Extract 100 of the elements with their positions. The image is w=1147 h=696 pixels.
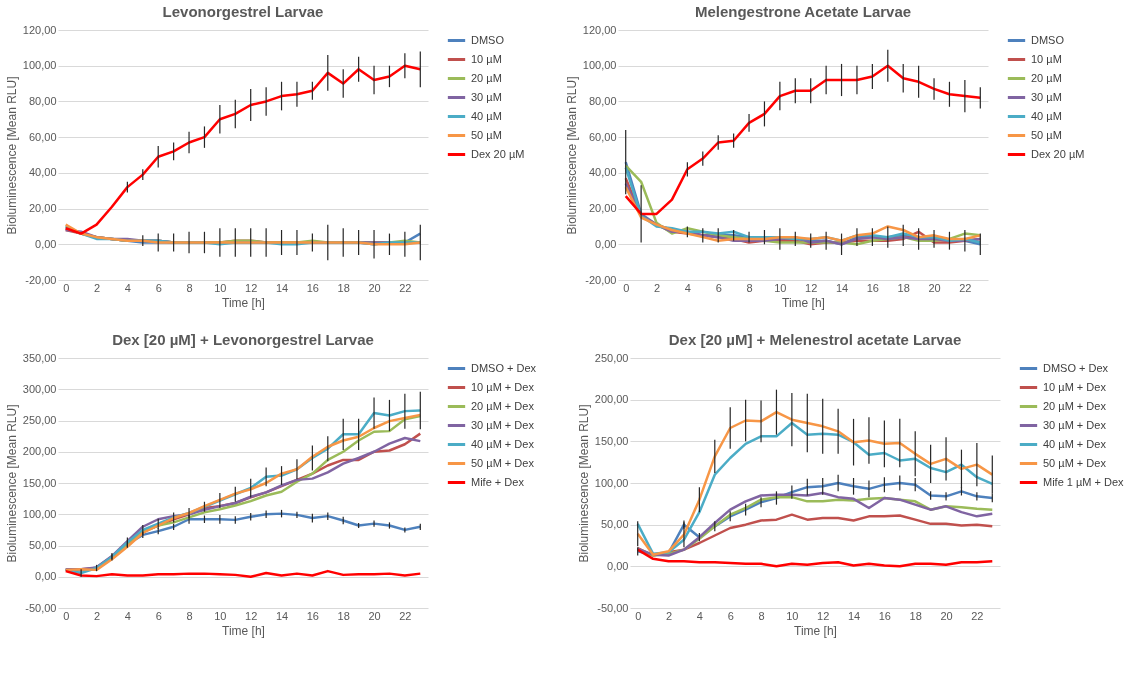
legend-label: DMSO: [1031, 33, 1065, 46]
y-tick-label: 300,00: [22, 382, 57, 395]
x-axis-title: Time [h]: [782, 295, 825, 310]
x-tick-label: 20: [368, 609, 381, 622]
y-tick-label: 40,00: [588, 166, 617, 179]
legend-label: 20 µM + Dex: [471, 399, 535, 412]
x-tick-label: 14: [835, 281, 849, 294]
y-tick-label: 100,00: [22, 507, 57, 520]
x-tick-label: 22: [399, 609, 412, 622]
x-axis-title: Time [h]: [222, 623, 265, 638]
y-tick-label: 200,00: [594, 393, 629, 406]
y-tick-label: -20,00: [25, 273, 57, 286]
x-axis-title: Time [h]: [794, 623, 837, 638]
x-tick-label: 10: [786, 609, 799, 622]
legend-label: 10 µM + Dex: [1043, 380, 1107, 393]
legend-label: 40 µM: [471, 109, 502, 122]
x-tick-label: 20: [368, 281, 381, 294]
y-axis-title: Bioluminescence [Mean RLU]: [564, 76, 579, 235]
x-tick-label: 22: [959, 281, 972, 294]
x-tick-label: 18: [337, 281, 350, 294]
legend-label: 40 µM + Dex: [1043, 437, 1107, 450]
legend-label: DMSO: [471, 33, 505, 46]
x-tick-label: 0: [63, 281, 70, 294]
x-tick-label: 2: [665, 609, 673, 622]
x-tick-label: 20: [940, 609, 953, 622]
legend-label: 40 µM + Dex: [471, 437, 535, 450]
x-tick-label: 18: [909, 609, 922, 622]
x-tick-label: 0: [63, 609, 70, 622]
y-tick-label: 150,00: [22, 476, 57, 489]
x-axis-title: Time [h]: [222, 295, 265, 310]
legend-label: 20 µM: [1031, 71, 1062, 84]
x-tick-label: 16: [866, 281, 879, 294]
x-tick-label: 2: [93, 281, 101, 294]
y-tick-label: 80,00: [28, 94, 57, 107]
legend-label: 50 µM + Dex: [471, 456, 535, 469]
legend-label: 10 µM + Dex: [471, 380, 535, 393]
chart-title: Levonorgestrel Larvae: [162, 3, 324, 20]
x-tick-label: 20: [928, 281, 941, 294]
legend-label: 50 µM: [471, 128, 502, 141]
chart-title: Dex [20 µM] + Levonorgestrel Larvae: [112, 331, 374, 348]
x-tick-label: 12: [805, 281, 818, 294]
legend-label: 30 µM + Dex: [1043, 418, 1107, 431]
x-tick-label: 16: [306, 609, 319, 622]
legend-label: Mife + Dex: [471, 475, 525, 488]
legend-label: 30 µM + Dex: [471, 418, 535, 431]
y-tick-label: 50,00: [600, 518, 629, 531]
legend-label: 20 µM: [471, 71, 502, 84]
x-tick-label: 18: [337, 609, 350, 622]
legend-label: 10 µM: [471, 52, 502, 65]
legend-label: 30 µM: [471, 90, 502, 103]
x-tick-label: 22: [399, 281, 412, 294]
y-tick-label: 250,00: [22, 414, 57, 426]
legend-label: Dex 20 µM: [1031, 147, 1085, 160]
x-tick-label: 16: [306, 281, 319, 294]
x-tick-label: 8: [746, 281, 753, 294]
y-axis-title: Bioluminescence [Mean RLU]: [4, 404, 19, 563]
x-tick-label: 6: [727, 609, 734, 622]
x-tick-label: 16: [878, 609, 891, 622]
x-tick-label: 22: [971, 609, 984, 622]
y-tick-label: 0,00: [35, 237, 57, 250]
line-series: [624, 64, 982, 216]
y-tick-label: 0,00: [595, 237, 617, 250]
y-tick-label: 100,00: [22, 59, 57, 72]
y-tick-label: 120,00: [582, 23, 617, 36]
chart-title: Melengestrone Acetate Larvae: [694, 3, 912, 20]
x-tick-label: 12: [817, 609, 830, 622]
y-tick-label: 50,00: [28, 539, 57, 551]
y-tick-label: 40,00: [28, 166, 57, 179]
legend-label: Mife 1 µM + Dex: [1043, 475, 1125, 488]
y-axis-title: Bioluminescence [Mean RLU]: [576, 404, 591, 563]
x-tick-label: 6: [715, 281, 722, 294]
x-tick-label: 2: [653, 281, 661, 294]
x-tick-label: 8: [186, 609, 193, 622]
y-tick-label: 200,00: [22, 445, 57, 458]
y-tick-label: 0,00: [607, 559, 629, 572]
legend-label: DMSO + Dex: [1043, 361, 1109, 374]
y-tick-label: 100,00: [582, 59, 617, 72]
x-tick-label: 12: [245, 609, 258, 622]
legend-label: DMSO + Dex: [471, 361, 537, 374]
y-tick-label: -20,00: [585, 273, 617, 286]
y-tick-label: 250,00: [594, 351, 629, 364]
y-tick-label: -50,00: [597, 601, 629, 614]
x-tick-label: 10: [774, 281, 787, 294]
legend-label: 40 µM: [1031, 109, 1062, 122]
y-tick-label: -50,00: [25, 601, 57, 614]
legend-label: Dex 20 µM: [471, 147, 525, 160]
x-tick-label: 14: [847, 609, 861, 622]
y-tick-label: 60,00: [28, 130, 57, 143]
legend-label: 50 µM + Dex: [1043, 456, 1107, 469]
x-tick-label: 4: [124, 609, 131, 622]
x-tick-label: 14: [275, 609, 289, 622]
x-tick-label: 10: [214, 609, 227, 622]
legend-label: 30 µM: [1031, 90, 1062, 103]
y-tick-label: 0,00: [35, 570, 57, 583]
x-tick-label: 0: [635, 609, 642, 622]
x-tick-label: 14: [275, 281, 289, 294]
legend-label: 10 µM: [1031, 52, 1062, 65]
x-tick-label: 6: [155, 609, 162, 622]
x-tick-label: 8: [758, 609, 765, 622]
y-tick-label: 60,00: [588, 130, 617, 143]
